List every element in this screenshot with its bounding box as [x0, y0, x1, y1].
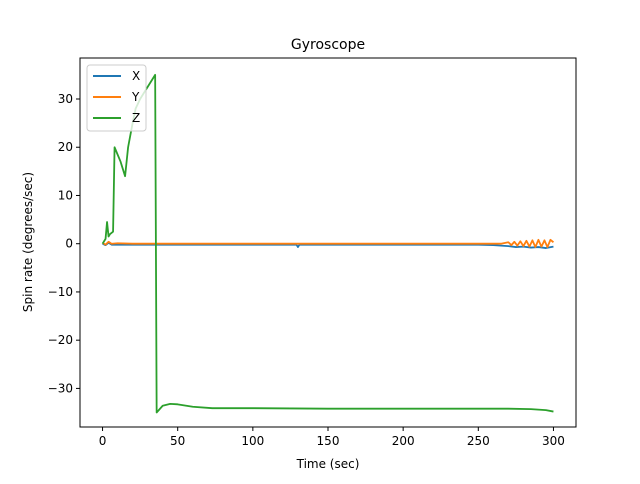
y-axis-label: Spin rate (degrees/sec): [21, 172, 35, 312]
y-tick-label: −10: [48, 285, 73, 299]
y-tick-label: 10: [58, 188, 73, 202]
y-tick-label: −20: [48, 333, 73, 347]
legend-label-x: X: [132, 69, 140, 83]
x-tick-label: 300: [542, 434, 565, 448]
y-tick-label: −30: [48, 381, 73, 395]
series-line-y: [102, 238, 555, 248]
y-tick-label: 0: [65, 237, 73, 251]
legend: X Y Z: [86, 64, 147, 132]
x-tick-label: 0: [99, 434, 107, 448]
x-tick-label: 150: [317, 434, 340, 448]
y-tick-label: 20: [58, 140, 73, 154]
chart-title: Gyroscope: [291, 37, 365, 53]
y-ticks: −30 −20 −10 0 10 20 30: [48, 92, 80, 395]
x-tick-label: 100: [241, 434, 264, 448]
x-ticks: 0 50 100 150 200 250 300: [99, 427, 565, 448]
x-axis-label: Time (sec): [296, 457, 360, 471]
y-tick-label: 30: [58, 92, 73, 106]
legend-label-z: Z: [132, 111, 140, 125]
x-tick-label: 250: [467, 434, 490, 448]
plot-area: [80, 58, 576, 427]
series-line-z: [101, 73, 554, 414]
series-line-x: [102, 241, 554, 249]
series-layer: [101, 73, 555, 414]
x-tick-label: 200: [392, 434, 415, 448]
legend-label-y: Y: [131, 90, 140, 104]
x-tick-label: 50: [170, 434, 185, 448]
plot-frame: [79, 57, 577, 428]
